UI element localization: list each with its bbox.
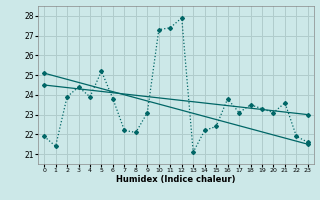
X-axis label: Humidex (Indice chaleur): Humidex (Indice chaleur) [116,175,236,184]
